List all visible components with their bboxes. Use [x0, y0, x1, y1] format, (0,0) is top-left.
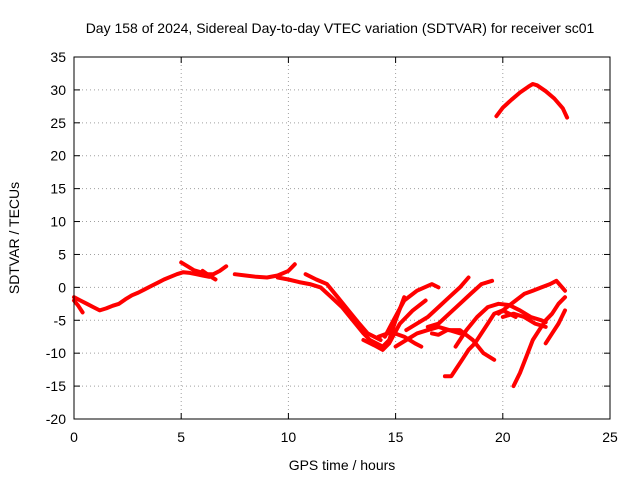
- series-arc-21: [494, 82, 570, 120]
- x-tick-label: 0: [70, 429, 78, 445]
- series-arc-1: [72, 270, 212, 313]
- x-tick-label: 10: [281, 429, 297, 445]
- x-tick-label: 25: [602, 429, 618, 445]
- series-arc-10: [382, 282, 441, 339]
- x-tick-label: 5: [177, 429, 185, 445]
- series-arc-2: [72, 298, 85, 315]
- y-tick-label: -15: [46, 378, 66, 394]
- axis-ticks: -20 -15 -10 -5 0 5 10 15 20 25 30 35 0 5 10 15 20 25: [46, 49, 618, 445]
- series-arc-12: [404, 275, 471, 333]
- y-tick-label: 15: [50, 181, 66, 197]
- y-tick-label: 10: [50, 214, 66, 230]
- series-arc-17: [496, 278, 567, 316]
- x-tick-label: 20: [495, 429, 511, 445]
- grid-lines: [74, 57, 610, 419]
- series-arc-4: [200, 268, 218, 282]
- series-arc-18: [500, 311, 548, 329]
- y-tick-label: 35: [50, 49, 66, 65]
- y-tick-label: 5: [58, 246, 66, 262]
- y-axis-label: SDTVAR / TECUs: [6, 182, 22, 294]
- y-tick-label: -5: [54, 312, 67, 328]
- y-tick-label: 30: [50, 82, 66, 98]
- series-arc-15: [453, 301, 548, 349]
- x-tick-label: 15: [388, 429, 404, 445]
- x-axis-label: GPS time / hours: [289, 457, 396, 473]
- series-arc-5: [232, 262, 297, 280]
- series-arc-20: [543, 308, 567, 346]
- series-arc-8: [361, 298, 428, 352]
- series-arc-7: [303, 272, 383, 342]
- y-tick-label: -10: [46, 345, 66, 361]
- y-tick-label: -20: [46, 411, 66, 427]
- y-tick-label: 0: [58, 279, 66, 295]
- series-arc-13: [425, 278, 495, 329]
- series-arc-14: [430, 328, 497, 362]
- plot-frame: [73, 56, 611, 420]
- y-tick-label: 25: [50, 115, 66, 131]
- data-series: [72, 82, 570, 389]
- chart-title: Day 158 of 2024, Sidereal Day-to-day VTE…: [86, 20, 595, 36]
- series-arc-19: [511, 295, 567, 389]
- series-arc-6: [275, 275, 407, 349]
- y-tick-label: 20: [50, 148, 66, 164]
